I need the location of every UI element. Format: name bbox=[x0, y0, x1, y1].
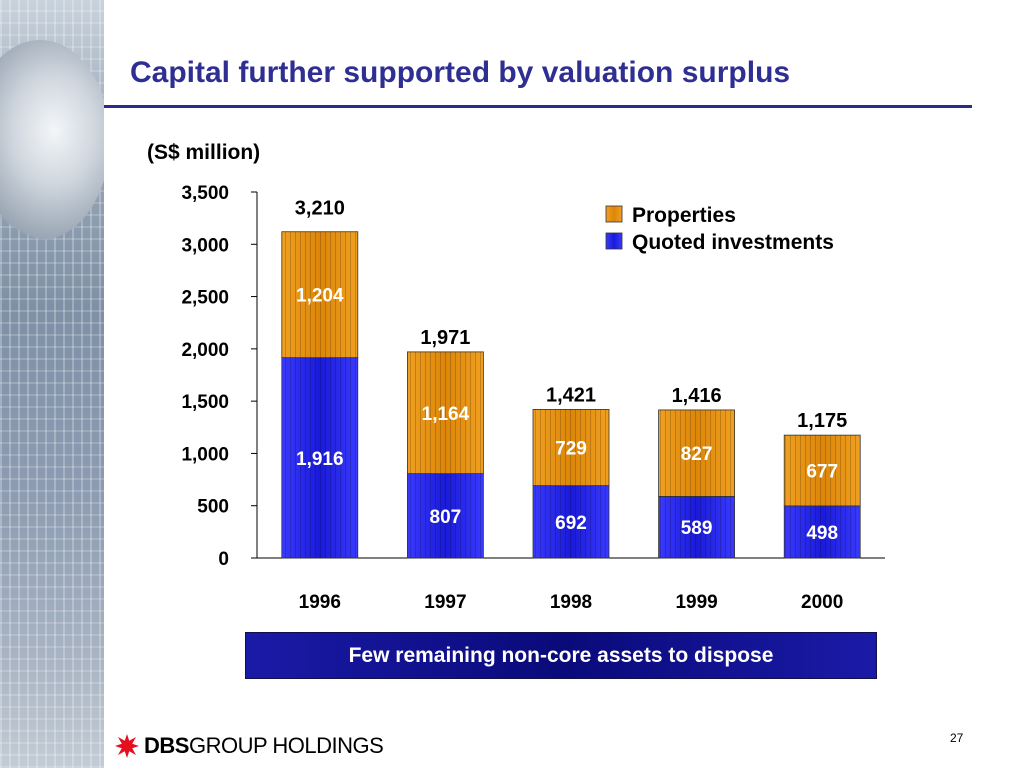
bar-texture bbox=[658, 496, 735, 558]
slide-title: Capital further supported by valuation s… bbox=[130, 56, 791, 89]
bar-texture bbox=[407, 351, 484, 474]
y-tick-label: 1,000 bbox=[181, 444, 229, 465]
bar-texture bbox=[658, 409, 735, 497]
total-label: 1,971 bbox=[420, 327, 470, 349]
title-rule bbox=[104, 105, 972, 108]
y-tick-label: 2,500 bbox=[181, 288, 229, 309]
data-label-quoted-investments: 498 bbox=[806, 523, 838, 544]
bar-texture bbox=[533, 409, 609, 486]
coin-image bbox=[0, 40, 104, 240]
legend-label: Quoted investments bbox=[632, 231, 834, 254]
total-label: 1,175 bbox=[797, 410, 847, 432]
unit-label: (S$ million) bbox=[147, 141, 261, 164]
x-tick-label: 1999 bbox=[675, 592, 717, 613]
data-label-quoted-investments: 589 bbox=[681, 518, 713, 539]
bar-texture bbox=[281, 357, 358, 558]
data-label-quoted-investments: 692 bbox=[555, 513, 587, 534]
y-tick-label: 3,500 bbox=[181, 183, 229, 204]
total-label: 1,416 bbox=[672, 385, 722, 407]
x-tick-label: 2000 bbox=[801, 592, 843, 613]
total-label: 1,421 bbox=[546, 384, 596, 406]
data-label-properties: 827 bbox=[681, 444, 713, 465]
y-tick-label: 0 bbox=[218, 549, 229, 570]
y-tick-label: 2,000 bbox=[181, 340, 229, 361]
side-photo bbox=[0, 0, 104, 768]
x-tick-label: 1996 bbox=[299, 592, 341, 613]
bar-texture bbox=[281, 231, 358, 358]
data-label-properties: 1,164 bbox=[422, 404, 470, 425]
legend-swatch bbox=[605, 205, 623, 223]
data-label-properties: 1,204 bbox=[296, 286, 344, 307]
data-label-properties: 677 bbox=[806, 462, 838, 483]
dbs-logo: DBSGROUP HOLDINGS bbox=[114, 733, 384, 759]
dbs-star-icon bbox=[115, 734, 139, 758]
bar-texture bbox=[407, 473, 484, 558]
data-label-quoted-investments: 1,916 bbox=[296, 449, 344, 470]
y-tick-label: 1,500 bbox=[181, 392, 229, 413]
y-tick-label: 3,000 bbox=[181, 235, 229, 256]
logo-text: DBSGROUP HOLDINGS bbox=[144, 733, 384, 759]
bar-texture bbox=[784, 435, 861, 506]
data-label-quoted-investments: 807 bbox=[430, 507, 462, 528]
y-tick-label: 500 bbox=[197, 497, 229, 518]
legend-swatch bbox=[605, 232, 623, 250]
x-tick-label: 1997 bbox=[424, 592, 466, 613]
callout-box: Few remaining non-core assets to dispose bbox=[245, 632, 877, 679]
logo-text-bold: DBS bbox=[144, 733, 189, 758]
logo-text-rest: GROUP HOLDINGS bbox=[188, 733, 384, 758]
legend-label: Properties bbox=[632, 204, 736, 227]
bar-texture bbox=[784, 505, 861, 558]
x-tick-label: 1998 bbox=[550, 592, 592, 613]
total-label: 3,210 bbox=[295, 197, 345, 219]
stacked-bar-chart: 0 500 1,000 1,500 2,000 2,500 3,000 3,500 1,916… bbox=[181, 183, 885, 613]
page-number: 27 bbox=[950, 731, 964, 745]
bar-texture bbox=[533, 485, 609, 558]
data-label-properties: 729 bbox=[555, 439, 587, 460]
